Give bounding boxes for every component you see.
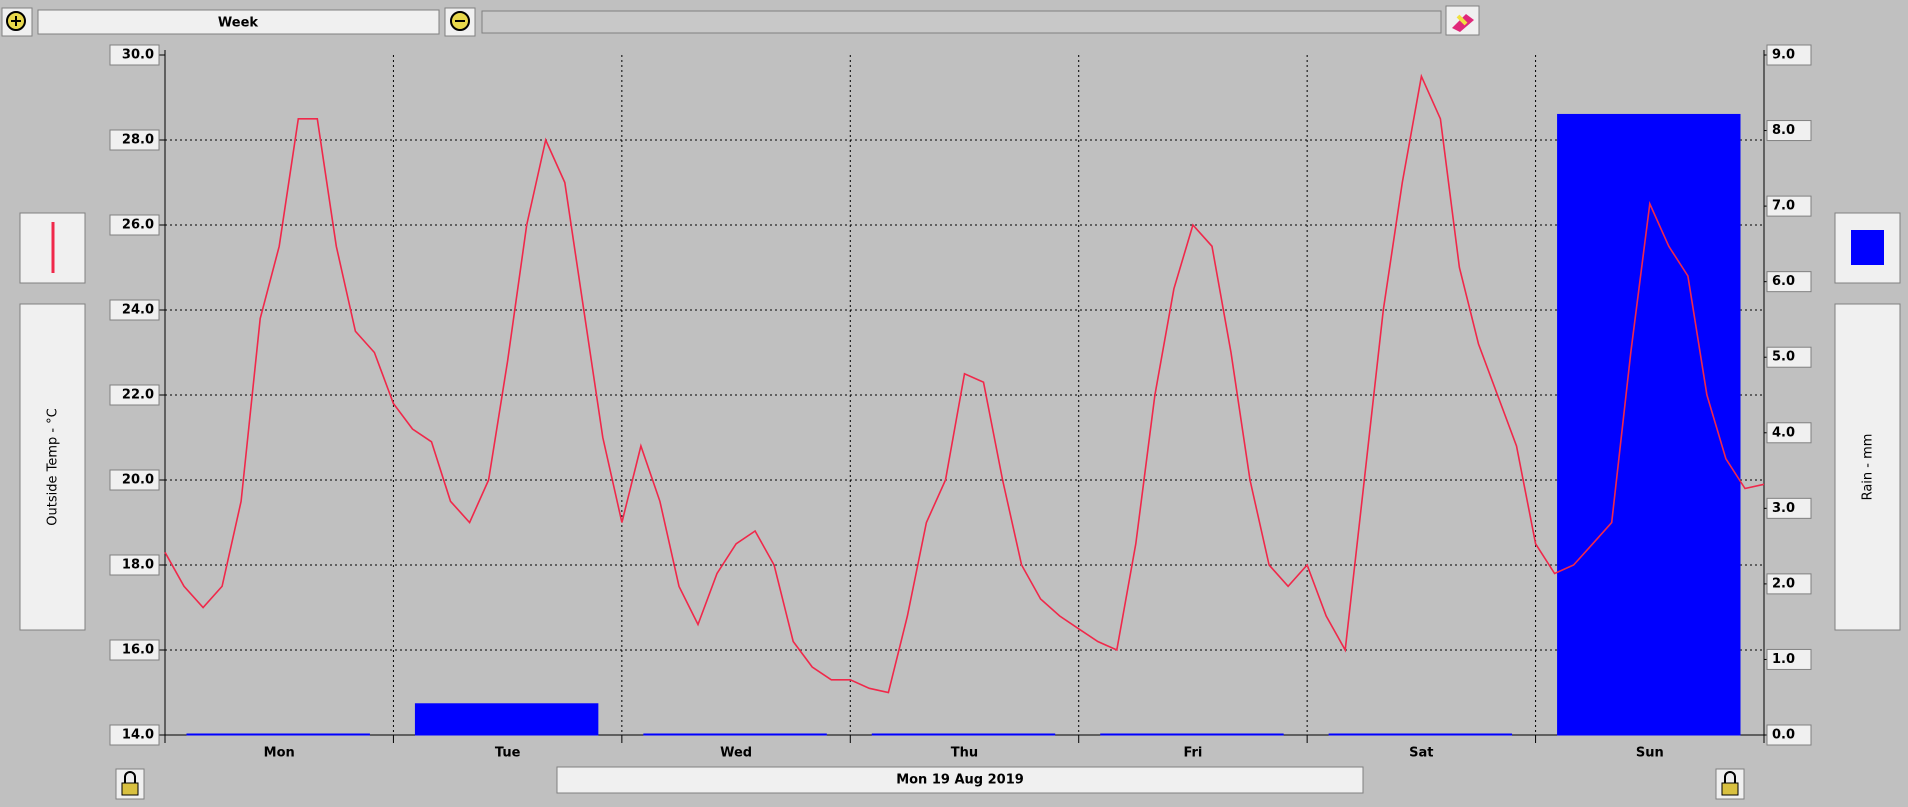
zoom-out[interactable] xyxy=(444,7,476,37)
temperature-line xyxy=(164,73,1765,694)
y2-tick-box xyxy=(1766,44,1812,66)
y2-tick-label: 6.0 xyxy=(1772,274,1795,289)
rain-bar xyxy=(414,703,599,736)
y-tick-label: 28.0 xyxy=(122,133,154,148)
y2-tick-box xyxy=(1766,422,1812,444)
zoom-in[interactable] xyxy=(1,7,33,37)
rain-bar xyxy=(1328,733,1513,736)
y2-tick-box xyxy=(1766,120,1812,142)
rain-bar xyxy=(186,733,370,736)
rain-swatch xyxy=(1851,230,1884,265)
scroll-bar[interactable] xyxy=(481,10,1442,34)
y2-tick-label: 3.0 xyxy=(1772,501,1795,516)
y2-tick-box xyxy=(1766,346,1812,368)
y2-axis-label: Rain - mm xyxy=(1861,434,1876,501)
x-tick-label: Sat xyxy=(1409,746,1433,761)
y2-tick-box xyxy=(1766,724,1812,746)
temp-axis-box xyxy=(19,303,86,631)
range-box[interactable] xyxy=(37,9,440,35)
lock-right[interactable] xyxy=(1715,768,1745,800)
y-tick-label: 30.0 xyxy=(122,48,154,63)
y2-tick-label: 2.0 xyxy=(1772,576,1795,591)
y2-tick-label: 0.0 xyxy=(1772,728,1795,743)
y-tick-box xyxy=(109,554,160,576)
y-tick-label: 22.0 xyxy=(122,388,154,403)
rain-bar xyxy=(1100,733,1284,736)
y-tick-box xyxy=(109,299,160,321)
y-tick-box xyxy=(109,469,160,491)
y-tick-box xyxy=(109,724,160,746)
rain-bar xyxy=(871,733,1056,736)
x-tick-label: Fri xyxy=(1183,746,1202,761)
y-axis-label: Outside Temp - °C xyxy=(46,408,61,526)
y2-tick-label: 1.0 xyxy=(1772,652,1795,667)
y2-tick-box xyxy=(1766,271,1812,293)
y-tick-box xyxy=(109,214,160,236)
y2-tick-box xyxy=(1766,648,1812,670)
y2-tick-box xyxy=(1766,573,1812,595)
y2-tick-label: 4.0 xyxy=(1772,425,1795,440)
y-tick-label: 16.0 xyxy=(122,643,154,658)
y-tick-box xyxy=(109,384,160,406)
date-label: Mon 19 Aug 2019 xyxy=(896,773,1024,788)
y-tick-box xyxy=(109,639,160,661)
y2-tick-label: 7.0 xyxy=(1772,199,1795,214)
x-tick-label: Tue xyxy=(495,746,521,761)
plot: Mon Tue Wed Thu Fri Sat Sun 14.0 16.0 18.0 20.0 22.… xyxy=(109,44,1812,761)
y2-tick-box xyxy=(1766,497,1812,519)
lock-left[interactable] xyxy=(115,768,145,800)
x-tick-label: Wed xyxy=(720,746,752,761)
y-tick-label: 26.0 xyxy=(122,218,154,233)
y-tick-label: 24.0 xyxy=(122,303,154,318)
rain-axis-box xyxy=(1834,303,1901,631)
range-label[interactable]: Week xyxy=(218,16,259,31)
y-tick-box xyxy=(109,44,160,66)
x-tick-label: Mon xyxy=(264,746,295,761)
y-tick-label: 20.0 xyxy=(122,473,154,488)
x-tick-label: Sun xyxy=(1636,746,1664,761)
y2-tick-box xyxy=(1766,195,1812,217)
y2-tick-label: 8.0 xyxy=(1772,123,1795,138)
y2-tick-label: 5.0 xyxy=(1772,350,1795,365)
y2-tick-label: 9.0 xyxy=(1772,48,1795,63)
y-tick-label: 14.0 xyxy=(122,728,154,743)
y-tick-box xyxy=(109,129,160,151)
x-tick-label: Thu xyxy=(951,746,978,761)
y-tick-label: 18.0 xyxy=(122,558,154,573)
rain-bar xyxy=(643,733,827,736)
clear-button[interactable] xyxy=(1445,5,1480,36)
date-box xyxy=(556,766,1364,794)
